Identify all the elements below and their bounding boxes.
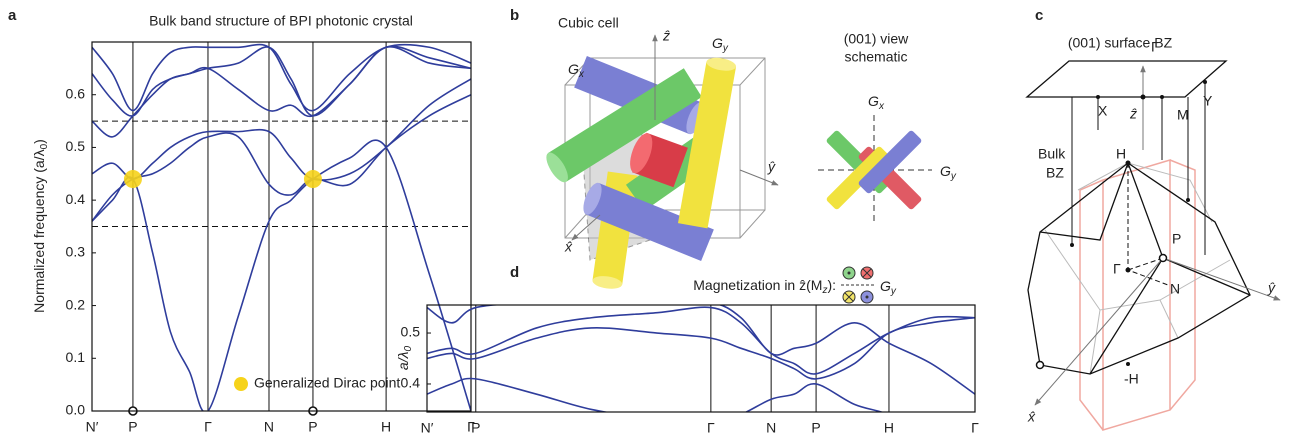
- axis-label: ẑ: [662, 28, 670, 44]
- y-tick-label: 0.4: [401, 375, 421, 391]
- point-label: H: [1116, 146, 1126, 162]
- point-label: Γ: [1113, 261, 1121, 277]
- x-tick-label: H: [381, 419, 391, 435]
- diagram-label: BZ: [1046, 165, 1064, 181]
- x-tick-label: P: [471, 420, 480, 436]
- label-sub: y: [722, 43, 729, 54]
- label-text: Normalized frequency (a/λ: [31, 149, 47, 312]
- legend-marker: [234, 377, 248, 391]
- title-text: Magnetization in ẑ(M: [693, 277, 822, 293]
- x-tick-label: Γ: [467, 419, 475, 435]
- y-axis-label: Normalized frequency (a/λ0): [31, 139, 50, 313]
- point-label: Γ̄: [1151, 39, 1161, 55]
- schematic-label: Gx: [868, 93, 885, 112]
- y-tick-label: 0.5: [401, 324, 421, 340]
- y-tick-label: 0.6: [66, 85, 86, 101]
- label-tail: ): [31, 139, 47, 144]
- point-label: Y: [1203, 93, 1213, 109]
- chart-title: Bulk band structure of BPI photonic crys…: [149, 13, 413, 29]
- label-sub: y: [890, 286, 897, 297]
- chart-title: Magnetization in ẑ(Mz):: [693, 277, 836, 296]
- label-sub: x: [878, 101, 885, 112]
- band-line: [427, 316, 975, 380]
- x-tick-label: N: [264, 419, 274, 435]
- y-tick-label: 0.1: [66, 349, 86, 365]
- title-sub: z: [821, 285, 827, 296]
- dirac-point: [123, 170, 142, 189]
- brillouin-zone-labels: (001) surface BZ Γ̄ X ẑ M Y Bulk BZ H P …: [1027, 35, 1276, 425]
- plot-frame: [91, 41, 472, 412]
- point-label: M: [1177, 107, 1189, 123]
- schematic-title: (001) view: [844, 31, 909, 47]
- band-line: [92, 139, 471, 411]
- title-tail: ):: [827, 277, 836, 293]
- y-tick-label: 0.0: [66, 402, 86, 418]
- axis-label: ŷ: [767, 159, 776, 175]
- y-tick-label: 0.5: [66, 138, 86, 154]
- panel-label: d: [510, 264, 519, 281]
- diagram-label: Cubic cell: [558, 15, 619, 31]
- schematic-label: Gy: [940, 163, 957, 182]
- band-line: [427, 377, 885, 412]
- diagram-label: Bulk: [1038, 146, 1066, 162]
- x-tick-label: H: [884, 420, 894, 436]
- panel-label: c: [1035, 7, 1043, 24]
- axis-label: x̂: [564, 239, 573, 255]
- label-base: G: [712, 35, 723, 51]
- panel-label: b: [510, 7, 519, 24]
- x-tick-label: Γ: [204, 419, 212, 435]
- label-sub: x: [578, 69, 585, 80]
- cylinder-label: Gx: [568, 61, 585, 80]
- label-base: G: [568, 61, 579, 77]
- diagram-label: (001) surface BZ: [1068, 35, 1173, 51]
- y-axis-label: a/λ0: [395, 345, 414, 370]
- point-label: X: [1098, 103, 1108, 119]
- point-label: P: [1172, 231, 1181, 247]
- band-line: [92, 94, 471, 222]
- legend-label: Generalized Dirac point: [254, 375, 400, 391]
- y-tick-label: 0.3: [66, 244, 86, 260]
- axis-label: ẑ: [1129, 106, 1137, 122]
- plot-area: [427, 305, 975, 412]
- schematic-title: schematic: [844, 49, 907, 65]
- dirac-point: [303, 170, 322, 189]
- plot-frame: [426, 304, 976, 413]
- x-tick-label: P: [308, 419, 317, 435]
- label-sub: y: [950, 171, 957, 182]
- x-tick-label: N: [766, 420, 776, 436]
- label-text: a/λ: [395, 351, 411, 370]
- x-tick-label: N′: [421, 420, 434, 436]
- x-tick-label: Γ: [707, 420, 715, 436]
- brillouin-zone-diagram: [1025, 60, 1281, 432]
- y-tick-label: 0.2: [66, 296, 86, 312]
- plot-area: [92, 43, 471, 411]
- axis-label: x̂: [1027, 409, 1036, 425]
- point-label: -H: [1124, 371, 1139, 387]
- panel-label: a: [8, 7, 17, 24]
- legend-label: Gy: [880, 278, 897, 297]
- x-tick-label: P: [811, 420, 820, 436]
- band-line: [427, 306, 975, 375]
- band-line: [92, 43, 471, 112]
- axis-label: ŷ: [1267, 280, 1276, 296]
- band-line: [92, 45, 471, 117]
- magnetization-legend: [841, 266, 876, 304]
- cubic-cell-diagram: Cubic cell ẑ ŷ x̂ Gy Gx (001) view schem…: [546, 15, 957, 289]
- point-label: N: [1170, 281, 1180, 297]
- label-sub: 0: [403, 345, 414, 351]
- label-sub: 0: [39, 143, 50, 149]
- label-base: G: [880, 278, 891, 294]
- label-base: G: [940, 163, 951, 179]
- x-tick-label: P: [128, 419, 137, 435]
- x-tick-label: N′: [86, 419, 99, 435]
- cylinder-label: Gy: [712, 35, 729, 54]
- y-tick-label: 0.4: [66, 191, 86, 207]
- x-tick-label: Γ: [971, 420, 979, 436]
- label-base: G: [868, 93, 879, 109]
